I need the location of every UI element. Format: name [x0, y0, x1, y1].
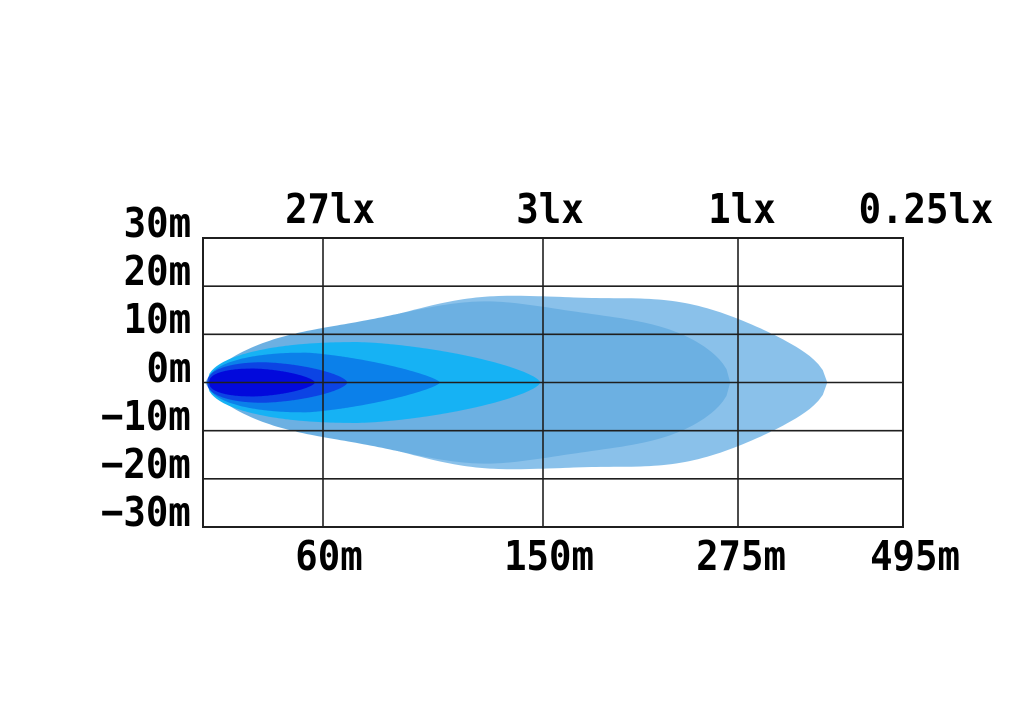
y-axis-height-label: 30m — [123, 199, 191, 247]
x-axis-distance-label: 275m — [696, 532, 786, 580]
y-axis-height-label: −10m — [101, 391, 191, 440]
y-axis-height-label: 20m — [123, 247, 191, 296]
grid-lines — [202, 237, 904, 528]
top-axis-lux-label: 0.25lx — [858, 185, 994, 233]
y-axis-height-label: 0m — [146, 343, 191, 392]
top-axis-lux-label: 3lx — [516, 185, 584, 233]
y-axis-height-label: −20m — [101, 439, 191, 488]
plot-border — [202, 237, 904, 528]
y-axis-height-label: 10m — [123, 295, 191, 344]
top-axis-lux-label: 1lx — [708, 185, 776, 233]
x-axis-distance-label: 150m — [504, 532, 594, 580]
x-axis-distance-label: 60m — [295, 532, 363, 580]
top-axis-lux-label: 27lx — [285, 185, 375, 233]
x-axis-distance-label: 495m — [870, 532, 960, 580]
y-axis-height-label: −30m — [101, 488, 191, 536]
